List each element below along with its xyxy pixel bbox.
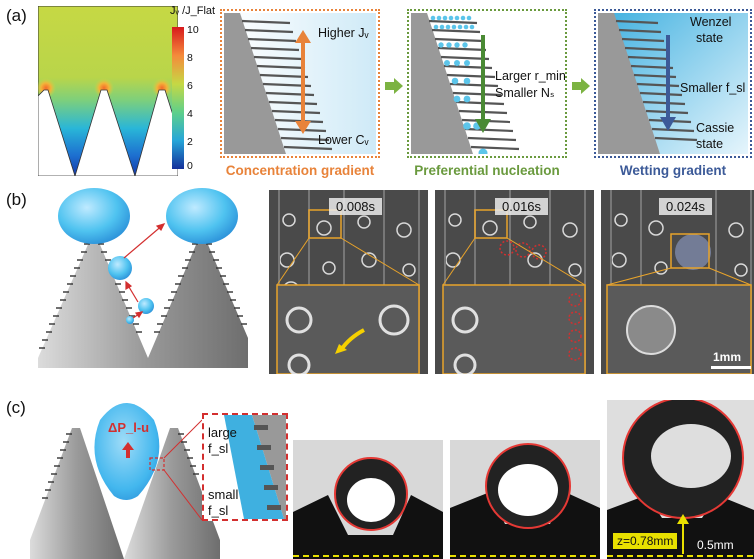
droplet-photo-1 (293, 440, 443, 559)
droplet-jump-schematic (38, 188, 248, 368)
higher-flux-label: Higher Jᵥ (318, 26, 369, 40)
timestamp-3: 0.024s (659, 198, 713, 215)
lower-concentration-label: Lower Cᵥ (318, 133, 369, 147)
colorbar-tick-0: 0 (187, 160, 193, 172)
concentration-gradient-box: Higher Jᵥ Lower Cᵥ (220, 9, 380, 158)
wetting-gradient-title: Wetting gradient (619, 163, 727, 178)
preferential-nucleation-box: Larger r_min Smaller Nₛ (407, 9, 567, 158)
flow-arrow-icon (572, 78, 590, 94)
colorbar (172, 27, 184, 169)
timestamp-1: 0.008s (329, 198, 383, 215)
larger-rmin-label: Larger r_min (495, 69, 566, 83)
colorbar-tick-10: 10 (187, 24, 199, 36)
wetting-fin-diagram (598, 13, 748, 154)
inset-large-label: large (208, 425, 237, 440)
preferential-nucleation-title: Preferential nucleation (414, 163, 560, 178)
panel-label-b: (b) (6, 190, 27, 209)
colorbar-label: Jᵥ /J_Flat (170, 5, 216, 17)
micro-pillar-texture (601, 190, 754, 374)
cassie-label-line1: Cassie (696, 121, 735, 135)
scale-bar-label-c: 0.5mm (697, 538, 734, 552)
snapshot-frame-2: 0.016s (435, 190, 594, 374)
pressure-difference-schematic (30, 403, 220, 559)
scale-bar-b (711, 366, 751, 369)
cassie-label-line2: state (696, 137, 724, 151)
flux-field-simulation (38, 6, 178, 176)
inset-large-fsl-label: f_sl (208, 441, 229, 456)
wenzel-label-line2: state (696, 31, 724, 45)
inset-small-fsl-label: f_sl (208, 503, 229, 518)
inset-small-label: small (208, 487, 239, 502)
smaller-ns-label: Smaller Nₛ (495, 86, 555, 100)
smaller-fsl-label: Smaller f_sl (680, 81, 746, 95)
inset-fsl-box: large f_sl small f_sl (202, 413, 288, 521)
micro-pillar-texture (435, 190, 594, 374)
droplet-photo-3: z=0.78mm 0.5mm (607, 400, 754, 559)
wetting-gradient-box: Wenzel state Smaller f_sl Cassie state (594, 9, 752, 158)
droplet-image-1 (293, 440, 443, 559)
snapshot-frame-3: 0.024s 1mm (601, 190, 754, 374)
inset-fin-detail (224, 415, 286, 519)
colorbar-tick-8: 8 (187, 52, 193, 64)
timestamp-2: 0.016s (495, 198, 549, 215)
flow-arrow-icon (385, 78, 403, 94)
colorbar-tick-4: 4 (187, 108, 193, 120)
snapshot-frame-1: 0.008s (269, 190, 428, 374)
micro-pillar-texture (269, 190, 428, 374)
nucleation-fin-diagram (411, 13, 563, 154)
droplet-photo-2 (450, 440, 600, 559)
concentration-gradient-title: Concentration gradient (225, 163, 375, 178)
scale-bar-label-b: 1mm (713, 350, 742, 364)
colorbar-tick-6: 6 (187, 80, 193, 92)
pressure-label: ΔP_l-u (108, 420, 150, 435)
wenzel-label-line1: Wenzel (690, 15, 732, 29)
height-label: z=0.78mm (613, 533, 678, 549)
colorbar-tick-2: 2 (187, 136, 193, 148)
droplet-image-2 (450, 440, 600, 559)
panel-label-c: (c) (6, 398, 26, 417)
tilted-fin-diagram (224, 13, 376, 154)
panel-label-a: (a) (6, 6, 27, 25)
